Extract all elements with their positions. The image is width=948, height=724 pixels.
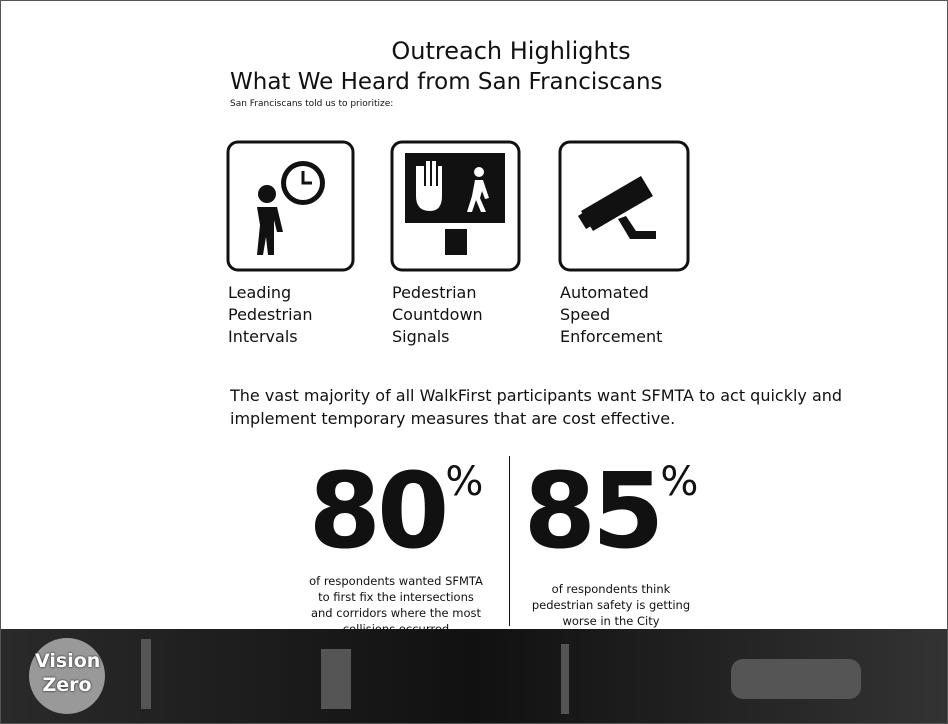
label-line: Automated <box>560 282 662 304</box>
label-line: Countdown <box>392 304 483 326</box>
statement-line: The vast majority of all WalkFirst parti… <box>230 384 842 407</box>
label-line: Intervals <box>228 326 313 348</box>
stat-value: 85 <box>524 450 661 572</box>
label-line: Enforcement <box>560 326 662 348</box>
statement: The vast majority of all WalkFirst parti… <box>230 384 842 430</box>
label-line: Pedestrian <box>228 304 313 326</box>
label-line: Leading <box>228 282 313 304</box>
statement-line: implement temporary measures that are co… <box>230 407 842 430</box>
description-line: pedestrian safety is getting <box>461 597 761 613</box>
description-line: of respondents think <box>461 581 761 597</box>
logo-word: Zero <box>35 673 99 697</box>
stat: 85% <box>461 459 761 563</box>
label-line: Signals <box>392 326 483 348</box>
photo-banner <box>1 629 947 723</box>
stat-value: 80 <box>309 450 446 572</box>
stat-unit: % <box>660 459 698 505</box>
logo-word: Vision <box>35 649 99 673</box>
description-line: worse in the City <box>461 613 761 629</box>
label-line: Speed <box>560 304 662 326</box>
label-line: Pedestrian <box>392 282 483 304</box>
slide: Outreach Highlights What We Heard from S… <box>0 0 948 724</box>
